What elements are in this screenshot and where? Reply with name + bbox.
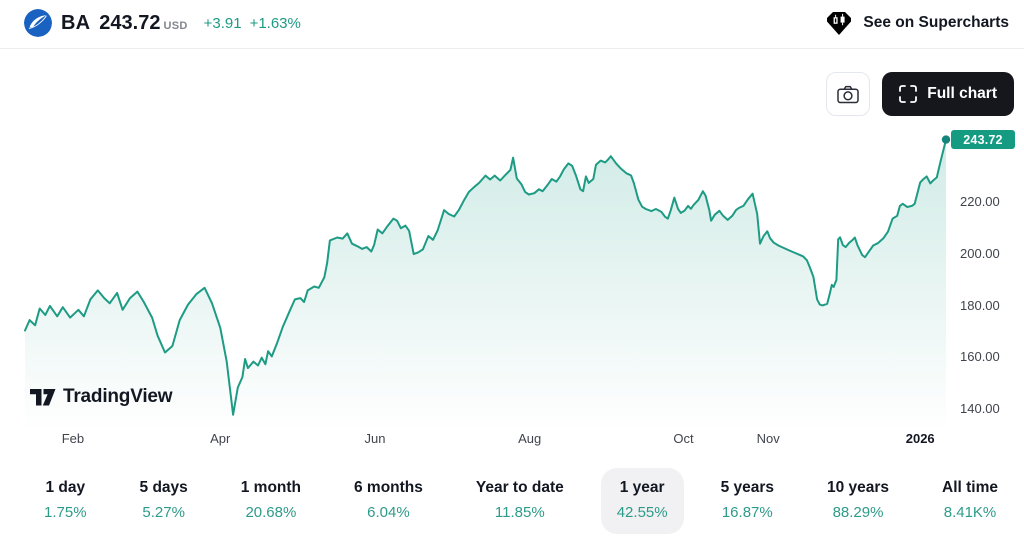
chart-toolbar: Full chart (826, 72, 1014, 116)
tab-change-percent: 88.29% (832, 504, 884, 521)
tab-5-days[interactable]: 5 days 5.27% (124, 468, 204, 534)
symbol-ticker: BA (61, 11, 91, 34)
x-axis-label: Aug (518, 431, 542, 446)
x-axis-label: Apr (210, 431, 231, 446)
tab-6-months[interactable]: 6 months 6.04% (338, 468, 439, 534)
y-axis-label: 140.00 (960, 401, 1000, 417)
tab-label: 10 years (826, 479, 890, 496)
tab-5-years[interactable]: 5 years 16.87% (705, 468, 790, 534)
tab-label: 5 days (139, 479, 188, 496)
range-tabs: 1 day 1.75% 5 days 5.27% 1 month 20.68% 6 mont… (28, 468, 1014, 534)
price-change: +3.91 +1.63% (204, 15, 301, 32)
tab-change-percent: 6.04% (367, 504, 410, 521)
full-chart-label: Full chart (927, 85, 997, 102)
boeing-logo-icon (24, 9, 52, 37)
header-divider (0, 48, 1024, 49)
price-area (25, 139, 946, 432)
last-price-dot (941, 135, 951, 144)
tab-change-percent: 5.27% (142, 504, 185, 521)
tab-label: 1 month (240, 479, 302, 496)
y-axis-label: 220.00 (960, 194, 1000, 209)
price-chart-canvas[interactable] (0, 130, 1024, 442)
tab-change-percent: 11.85% (494, 504, 545, 521)
tab-1-month[interactable]: 1 month 20.68% (225, 468, 317, 534)
y-axis-label: 180.00 (960, 297, 1000, 313)
snapshot-button[interactable] (826, 72, 871, 116)
full-chart-button[interactable]: Full chart (882, 72, 1014, 116)
tab-change-percent: 16.87% (721, 504, 773, 521)
tab-1-year[interactable]: 1 year 42.55% (600, 468, 684, 534)
x-axis-label: 2026 (905, 431, 935, 446)
symbol-price-group: 243.72 USD (99, 12, 187, 35)
supercharts-link-label: See on Supercharts (863, 14, 1009, 31)
tab-label: 1 day (45, 479, 86, 496)
y-axis-label: 200.00 (960, 245, 1000, 261)
tradingview-attribution[interactable]: TradingView (30, 386, 173, 408)
symbol-header: BA 243.72 USD +3.91 +1.63% See on Superc… (24, 0, 1009, 46)
x-axis-label: Nov (756, 431, 780, 446)
supercharts-icon (827, 12, 852, 35)
price-change-percent: +1.63% (249, 14, 301, 32)
x-axis-label: Oct (673, 431, 694, 446)
tab-all-time[interactable]: All time 8.41K% (926, 468, 1014, 534)
tab-change-percent: 1.75% (44, 504, 87, 521)
tab-label: 6 months (354, 479, 423, 496)
fullscreen-icon (899, 85, 918, 103)
tab-label: 5 years (720, 479, 775, 496)
camera-icon (837, 85, 859, 103)
symbol-price: 243.72 (99, 11, 161, 34)
x-axis-label: Jun (364, 431, 386, 446)
tab-change-percent: 8.41K% (943, 504, 997, 521)
tradingview-logo-text: TradingView (63, 386, 173, 407)
tab-1-day[interactable]: 1 day 1.75% (28, 468, 103, 534)
tab-label: 1 year (619, 479, 665, 496)
tab-10-years[interactable]: 10 years 88.29% (811, 468, 905, 534)
price-currency: USD (163, 19, 188, 32)
tab-change-percent: 42.55% (616, 504, 668, 521)
tradingview-logo-icon (30, 388, 56, 405)
y-axis-label: 160.00 (960, 349, 1000, 365)
price-line (24, 138, 947, 416)
price-chart[interactable]: 220.00 200.00 180.00 160.00 140.00 Feb Apr Jun… (0, 130, 1024, 460)
tab-label: All time (942, 479, 998, 496)
price-change-absolute: +3.91 (203, 14, 242, 32)
tab-label: Year to date (475, 479, 564, 496)
tab-change-percent: 20.68% (245, 504, 297, 521)
tab-year-to-date[interactable]: Year to date 11.85% (460, 468, 580, 534)
supercharts-link[interactable]: See on Supercharts (824, 8, 1009, 38)
x-axis-label: Feb (61, 431, 85, 446)
last-price-badge: 243.72 (951, 130, 1015, 150)
